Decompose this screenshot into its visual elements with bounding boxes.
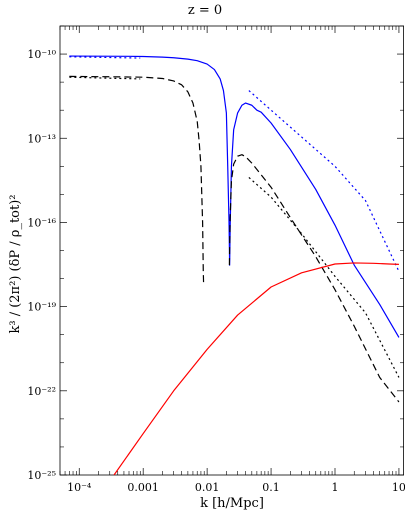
x-tick-label: 0.1: [262, 481, 280, 494]
series-line-1: [69, 56, 141, 59]
x-tick-label: 0.001: [127, 481, 159, 494]
y-axis-label: k³ / (2π²) (δP / ρ_tot)²: [8, 194, 23, 333]
series-line-4: [228, 154, 400, 403]
series-line-2: [248, 90, 400, 272]
y-tick-label: 10⁻¹⁹: [27, 301, 56, 314]
series-line-3: [69, 75, 205, 283]
y-tick-label: 10⁻²⁵: [27, 469, 56, 482]
chart-title: z = 0: [188, 3, 222, 18]
plot-frame: [59, 25, 404, 476]
y-tick-label: 10⁻¹³: [27, 132, 56, 145]
series-line-7: [113, 262, 399, 475]
x-tick-label: 0.01: [195, 481, 220, 494]
series-line-5: [69, 76, 141, 80]
y-tick-label: 10⁻²²: [27, 385, 56, 398]
x-tick-label: 10⁻⁴: [67, 481, 92, 494]
x-tick-label: 1: [331, 481, 338, 494]
y-tick-label: 10⁻¹⁰: [27, 48, 56, 61]
x-tick-label: 10: [392, 481, 405, 494]
y-tick-label: 10⁻¹⁶: [27, 216, 56, 229]
x-axis-label: k [h/Mpc]: [200, 496, 264, 511]
series-line-0: [69, 55, 400, 338]
series-line-6: [248, 177, 400, 378]
